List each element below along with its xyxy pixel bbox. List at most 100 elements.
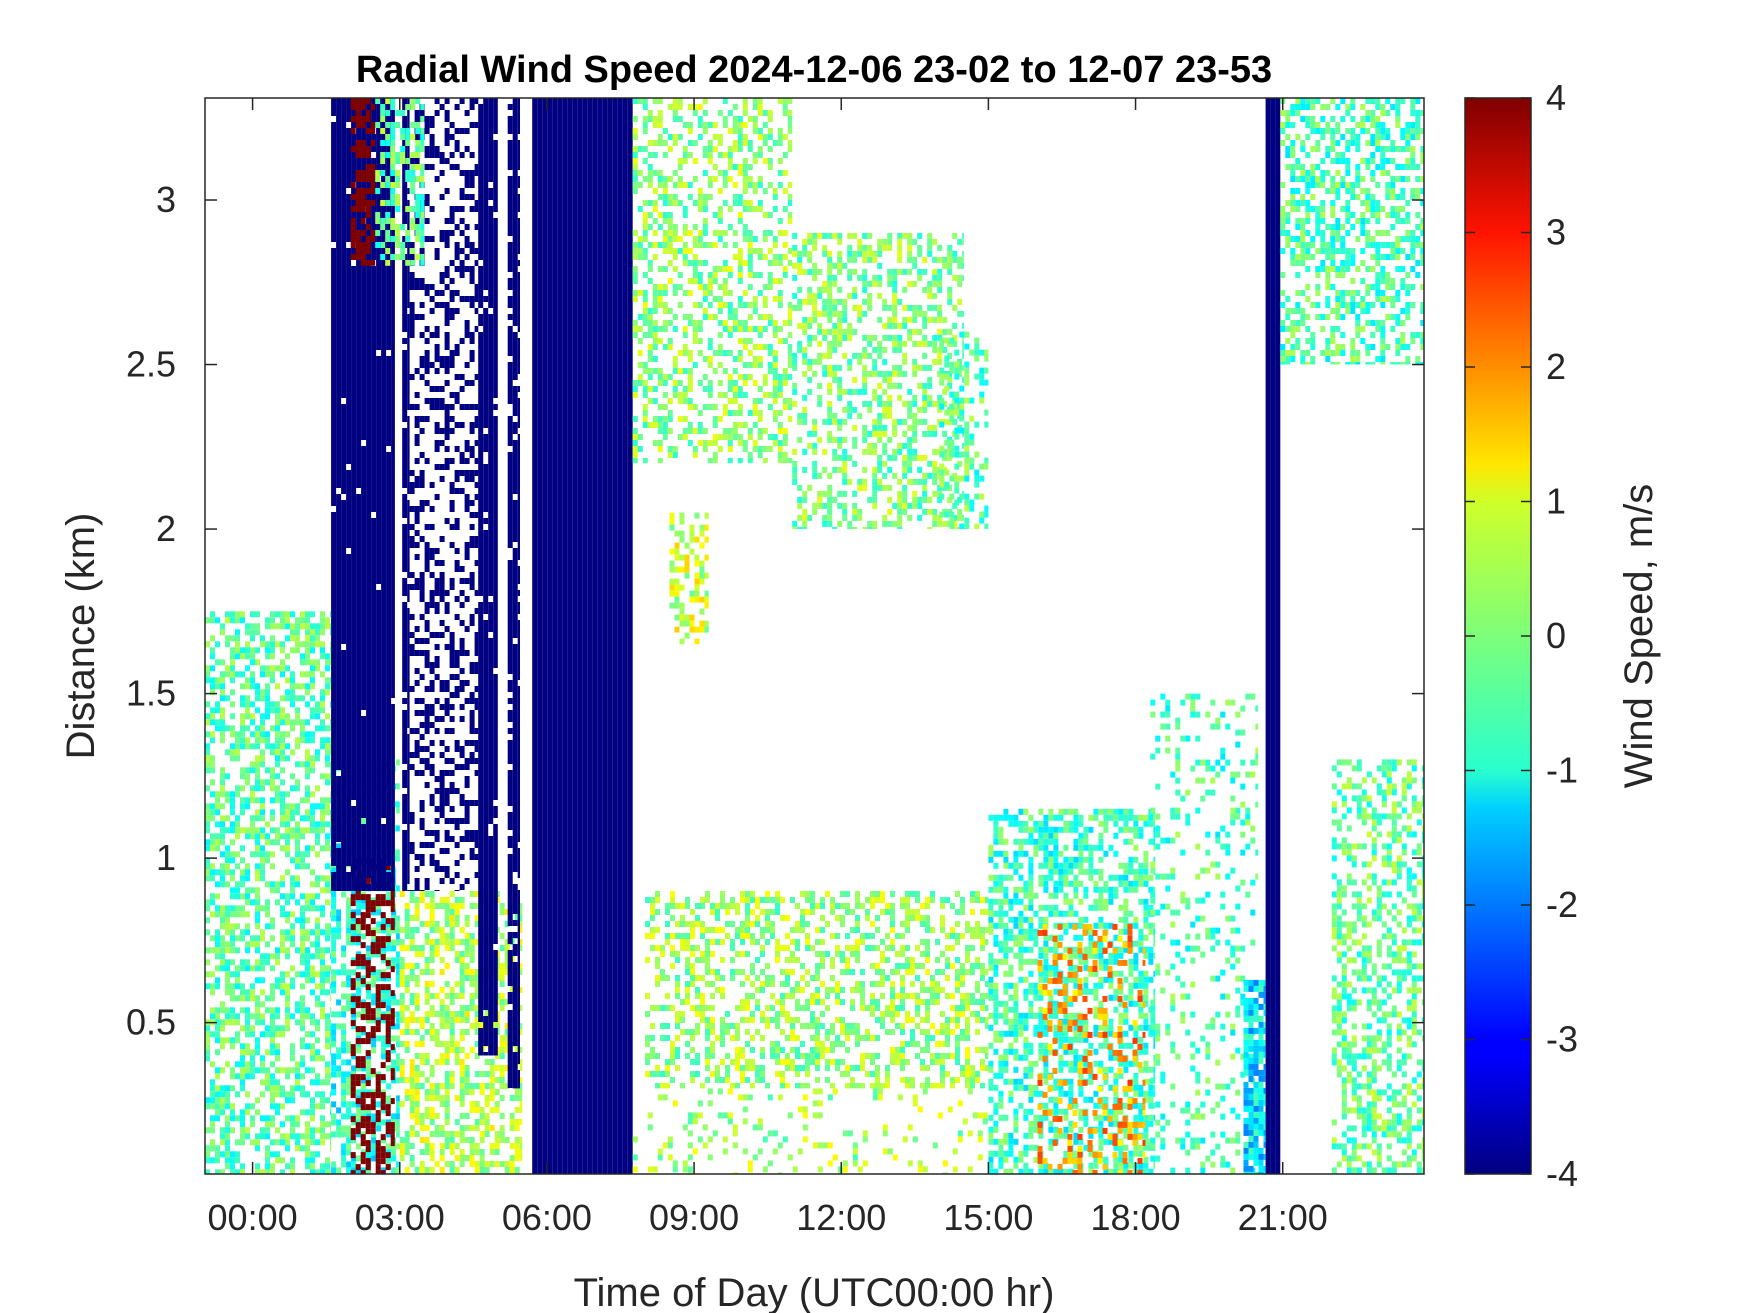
heatmap-cell [346,506,352,512]
heatmap-cell [366,266,372,272]
heatmap-cell [320,809,325,816]
heatmap-cell [331,842,337,848]
heatmap-cell [366,836,372,842]
heatmap-cell [402,536,408,542]
heatmap-cell [225,959,230,966]
heatmap-cell [215,947,220,954]
heatmap-cell [341,963,347,970]
heatmap-cell [220,713,225,720]
heatmap-cell [255,1169,260,1174]
heatmap-cell [429,981,435,987]
heatmap-cell [341,1029,347,1036]
heatmap-cell [402,278,408,284]
heatmap-cell [381,164,387,170]
heatmap-cell [330,767,332,774]
heatmap-cell [355,936,361,943]
heatmap-cell [356,260,362,266]
heatmap-cell [381,975,387,982]
heatmap-cell [376,560,382,566]
heatmap-cell [346,584,352,590]
heatmap-cell [270,725,275,732]
heatmap-cell [350,978,356,985]
heatmap-cell [265,671,270,678]
heatmap-cell [380,972,386,979]
heatmap-cell [407,866,410,872]
heatmap-cell [381,416,387,422]
heatmap-cell [402,392,408,398]
heatmap-cell [474,1167,480,1173]
heatmap-cell [341,212,347,218]
heatmap-cell [336,1125,342,1132]
heatmap-cell [250,719,255,726]
heatmap-cell [346,728,352,734]
heatmap-cell [361,374,367,380]
heatmap-cell [351,1161,357,1168]
heatmap-cell [255,725,260,732]
heatmap-cell [320,827,325,834]
heatmap-cell [341,728,347,734]
heatmap-cell [414,884,420,890]
heatmap-cell [385,960,391,967]
heatmap-cell [371,584,377,590]
heatmap-cell [376,860,382,866]
heatmap-cell [366,866,372,872]
heatmap-cell [336,584,342,590]
heatmap-cell [225,1091,230,1098]
heatmap-cell [386,800,392,806]
heatmap-cell [331,686,337,692]
heatmap-cell [409,686,415,692]
heatmap-cell [396,1023,400,1030]
heatmap-cell [381,296,387,302]
heatmap-cell [325,863,330,870]
heatmap-cell [371,1071,377,1078]
heatmap-cell [366,302,372,308]
heatmap-cell [365,1032,371,1039]
heatmap-cell [330,1139,332,1146]
heatmap-cell [215,821,220,828]
heatmap-cell [310,1055,315,1062]
heatmap-cell [381,674,387,680]
heatmap-cell [331,200,337,206]
heatmap-cell [361,434,367,440]
heatmap-cell [371,488,377,494]
heatmap-cell [402,638,408,644]
heatmap-cell [386,650,392,656]
heatmap-cell [386,987,392,994]
heatmap-cell [341,98,347,104]
heatmap-cell [376,704,382,710]
heatmap-cell [391,878,395,884]
heatmap-cell [484,1083,490,1089]
heatmap-cell [366,320,372,326]
heatmap-cell [300,1073,305,1080]
heatmap-cell [459,987,465,993]
heatmap-cell [260,671,265,678]
heatmap-cell [260,827,265,834]
heatmap-cell [300,857,305,864]
heatmap-cell [376,842,382,848]
heatmap-cell [295,821,300,828]
heatmap-cell [414,158,420,164]
heatmap-cell [519,927,523,933]
heatmap-cell [366,872,372,878]
heatmap-cell [315,701,320,708]
heatmap-cell [336,909,342,916]
heatmap-cell [225,881,230,888]
heatmap-cell [346,518,352,524]
heatmap-cell [361,422,367,428]
heatmap-cell [365,960,371,967]
heatmap-cell [414,878,420,884]
heatmap-cell [210,935,215,942]
heatmap-cell [351,506,357,512]
heatmap-cell [514,1125,520,1131]
heatmap-cell [295,713,300,720]
heatmap-cell [350,936,356,943]
heatmap-cell [429,1065,435,1071]
heatmap-cell [376,440,382,446]
heatmap-cell [376,632,382,638]
heatmap-cell [235,947,240,954]
heatmap-cell [459,1077,465,1083]
heatmap-cell [449,945,455,951]
heatmap-cell [346,128,352,134]
heatmap-cell [361,362,367,368]
heatmap-cell [245,1031,250,1038]
